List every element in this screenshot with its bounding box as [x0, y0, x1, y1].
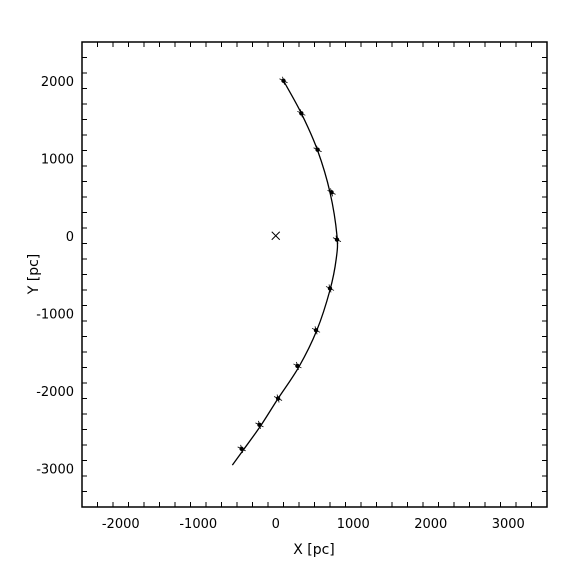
- data-point-errorbar: [330, 188, 333, 197]
- y-axis-label: Y [pc]: [26, 254, 42, 296]
- data-point-errorbar: [328, 284, 332, 293]
- x-axis-label: X [pc]: [293, 542, 335, 558]
- data-point: [313, 145, 322, 154]
- data-point: [255, 420, 264, 429]
- x-tick-label: 3000: [492, 517, 525, 532]
- data-point: [327, 188, 336, 197]
- y-tick-label: -2000: [36, 385, 74, 400]
- data-point-errorbar: [258, 420, 261, 429]
- data-point-errorbar: [335, 235, 339, 244]
- data-point-errorbar: [296, 361, 299, 371]
- x-tick-label: 1000: [337, 517, 370, 532]
- data-point: [332, 235, 342, 244]
- center-x-stroke: [271, 231, 281, 241]
- plot-frame: [81, 41, 548, 508]
- y-tick-label: -3000: [36, 462, 74, 477]
- data-point-errorbar: [282, 76, 285, 85]
- orbit-curve-layer: [231, 80, 339, 466]
- data-point: [311, 326, 321, 335]
- axis-ticks: [81, 41, 548, 508]
- data-points-layer: [237, 76, 342, 453]
- y-tick-label: 2000: [41, 75, 74, 90]
- data-point-errorbar: [314, 326, 318, 335]
- y-tick-label: 0: [66, 230, 74, 245]
- data-point: [273, 394, 283, 403]
- data-point: [279, 76, 288, 85]
- x-tick-label: -1000: [179, 517, 217, 532]
- y-tick-label: 1000: [41, 152, 74, 167]
- y-tick-label: -1000: [36, 307, 74, 322]
- center-x-marker: [271, 231, 281, 241]
- x-tick-label: 0: [272, 517, 280, 532]
- center-marker-layer: [271, 231, 281, 241]
- data-point: [325, 284, 335, 293]
- x-tick-label: -2000: [102, 517, 140, 532]
- data-point: [237, 444, 246, 453]
- data-point: [297, 109, 306, 118]
- data-point: [293, 361, 302, 371]
- axis-tick-labels: -2000 -1000 0 1000 2000 3000 -3000 -2000 -1000 0 1…: [36, 75, 525, 532]
- orbit-curve: [231, 80, 339, 466]
- data-point-errorbar: [240, 444, 244, 453]
- x-tick-label: 2000: [414, 517, 447, 532]
- data-point-errorbar: [299, 109, 303, 118]
- data-point-errorbar: [276, 394, 280, 403]
- data-point-errorbar: [316, 145, 319, 154]
